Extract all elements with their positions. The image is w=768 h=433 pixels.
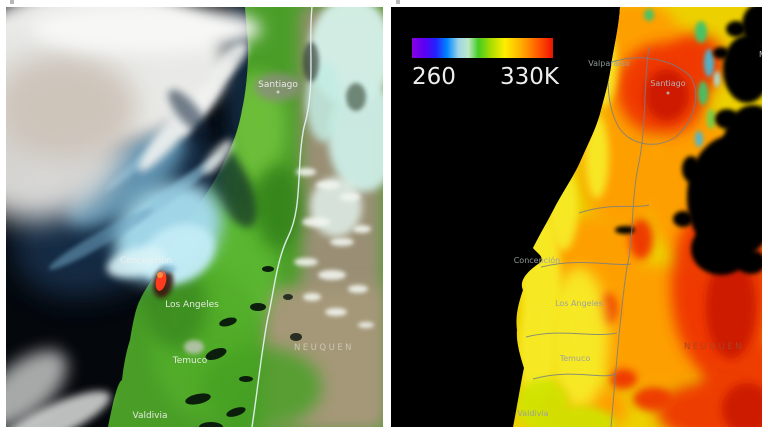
right-map-canvas: 260 330K Valparaíso Santiago M Concepció… [391, 7, 762, 427]
left-map-canvas: Santiago Concepción Los Angeles Temuco V… [6, 7, 383, 427]
right-map-labels: Valparaíso Santiago M Concepción Los Ang… [514, 50, 762, 418]
cool-coast-green [517, 379, 615, 427]
label-los-angeles: Los Angeles [165, 300, 219, 310]
hottest-cores [645, 69, 762, 427]
thermal-temperature-map: 260 330K Valparaíso Santiago M Concepció… [391, 7, 762, 427]
andes-snow [283, 7, 383, 341]
andes-cool-specks [644, 9, 720, 147]
label-neuquen-region: NEUQUEN [684, 342, 744, 352]
colorbar-gradient [412, 38, 553, 58]
fire-hotspot [152, 265, 176, 298]
cropped-text-artifact-right [396, 0, 400, 4]
cloud-bank [6, 7, 261, 427]
lakes [185, 266, 274, 427]
true-color-satellite-image: Santiago Concepción Los Angeles Temuco V… [6, 7, 383, 427]
temperature-colorbar: 260 330K [412, 38, 560, 90]
border-line [251, 7, 313, 427]
label-neuquen-region: NEUQUEN [294, 343, 354, 353]
santiago-city-dot [276, 90, 280, 94]
label-los-angeles: Los Angeles [555, 299, 603, 308]
label-valparaiso: Valparaíso [588, 59, 630, 68]
santiago-urban-area [254, 73, 302, 101]
left-map-labels: Santiago Concepción Los Angeles Temuco V… [120, 80, 299, 421]
colorbar-max-label: 330K [500, 64, 560, 90]
region-boundaries [525, 46, 697, 427]
label-valdivia: Valdivia [517, 409, 548, 418]
colorbar-min-label: 260 [412, 64, 456, 90]
thermal-land-area [513, 7, 762, 427]
masked-cloud-patches [615, 7, 762, 275]
temuco-urban-area [184, 340, 204, 354]
label-valdivia: Valdivia [132, 411, 167, 421]
cropped-text-artifact-left [10, 0, 14, 4]
label-temuco: Temuco [559, 354, 591, 363]
label-concepcion: Concepción [514, 255, 561, 265]
label-santiago: Santiago [258, 80, 298, 90]
label-santiago: Santiago [650, 79, 685, 88]
label-temuco: Temuco [172, 356, 208, 366]
santiago-city-dot [666, 91, 670, 95]
label-concepcion: Concepción [120, 255, 172, 266]
label-mendoza-partial: M [759, 50, 762, 59]
